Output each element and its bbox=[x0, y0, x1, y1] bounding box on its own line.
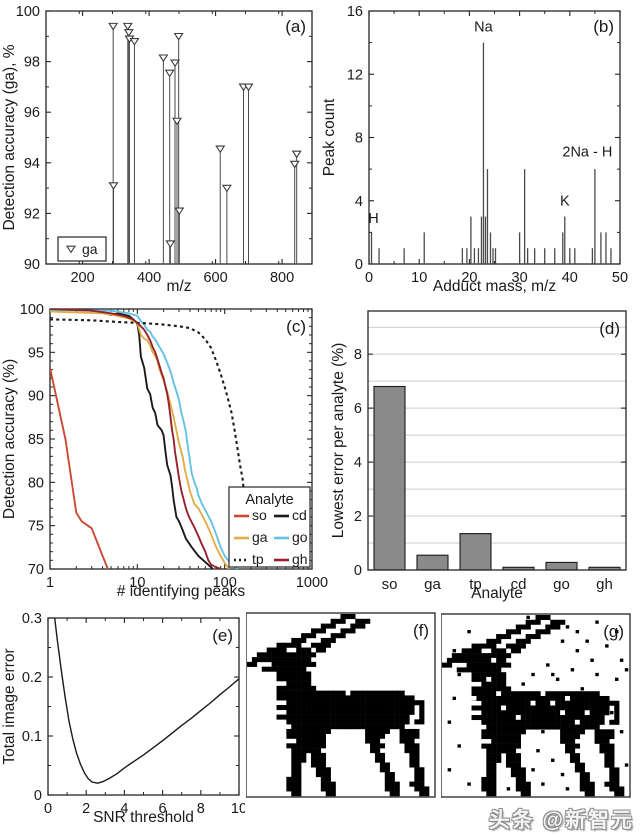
panel-snr-curve-e: 0 2 4 6 8 10 0 0.1 0.2 0.3 SNR threshold Total imag… bbox=[0, 600, 247, 837]
svg-text:8: 8 bbox=[355, 131, 363, 147]
svg-text:0: 0 bbox=[365, 270, 373, 286]
svg-text:92: 92 bbox=[24, 206, 40, 222]
svg-text:94: 94 bbox=[24, 156, 40, 172]
svg-text:95: 95 bbox=[28, 345, 44, 361]
svg-text:8: 8 bbox=[354, 347, 362, 363]
panel-bitmap-g: (g) bbox=[440, 600, 631, 837]
svg-text:(b): (b) bbox=[593, 17, 614, 36]
svg-text:20: 20 bbox=[461, 270, 477, 286]
svg-text:96: 96 bbox=[24, 105, 40, 121]
svg-text:ga: ga bbox=[252, 529, 268, 545]
panel-bar-chart-d: 0 2 4 6 8 so ga tp cd go gh Analyte Lowest error per… bbox=[330, 295, 640, 608]
svg-text:4: 4 bbox=[355, 194, 363, 210]
svg-text:Total image error: Total image error bbox=[1, 648, 18, 764]
svg-text:100: 100 bbox=[16, 4, 40, 20]
svg-text:75: 75 bbox=[28, 519, 44, 535]
svg-text:(g): (g) bbox=[603, 622, 624, 641]
svg-text:6: 6 bbox=[354, 401, 362, 417]
svg-text:gh: gh bbox=[292, 551, 308, 567]
svg-text:so: so bbox=[252, 507, 267, 523]
svg-text:go: go bbox=[292, 529, 308, 545]
svg-text:SNR threshold: SNR threshold bbox=[93, 809, 194, 826]
svg-text:6: 6 bbox=[159, 801, 167, 817]
svg-text:go: go bbox=[553, 576, 570, 593]
svg-text:(a): (a) bbox=[285, 17, 306, 36]
svg-text:0.2: 0.2 bbox=[22, 670, 42, 686]
svg-text:Na: Na bbox=[474, 20, 493, 36]
svg-text:80: 80 bbox=[28, 475, 44, 491]
svg-text:Adduct mass, m/z: Adduct mass, m/z bbox=[433, 278, 556, 295]
svg-text:1000: 1000 bbox=[296, 575, 328, 591]
svg-text:Peak count: Peak count bbox=[321, 98, 338, 176]
svg-text:800: 800 bbox=[270, 270, 294, 286]
svg-text:(f): (f) bbox=[413, 621, 429, 640]
svg-text:600: 600 bbox=[203, 270, 227, 286]
svg-text:30: 30 bbox=[512, 270, 528, 286]
svg-text:8: 8 bbox=[197, 801, 205, 817]
svg-text:1: 1 bbox=[46, 575, 54, 591]
svg-text:50: 50 bbox=[612, 270, 628, 286]
svg-text:85: 85 bbox=[28, 432, 44, 448]
svg-text:gh: gh bbox=[596, 576, 613, 593]
panel-line-plot-c: 1 10 100 1000 70 75 80 85 90 95 100 # identifying p… bbox=[0, 295, 332, 608]
svg-text:ga: ga bbox=[82, 241, 98, 257]
svg-text:tp: tp bbox=[252, 551, 264, 567]
svg-text:16: 16 bbox=[347, 4, 363, 20]
svg-text:(c): (c) bbox=[286, 317, 306, 336]
svg-text:70: 70 bbox=[28, 562, 44, 578]
svg-text:# identifying peaks: # identifying peaks bbox=[117, 583, 246, 600]
svg-text:2Na - H: 2Na - H bbox=[562, 144, 612, 160]
svg-text:so: so bbox=[382, 576, 398, 593]
svg-text:K: K bbox=[560, 193, 570, 209]
svg-text:40: 40 bbox=[562, 270, 578, 286]
watermark: 头条 @新智元 bbox=[488, 809, 634, 832]
svg-text:100: 100 bbox=[213, 575, 237, 591]
svg-text:90: 90 bbox=[24, 257, 40, 273]
svg-text:Detection accuracy (%): Detection accuracy (%) bbox=[1, 359, 18, 519]
svg-text:100: 100 bbox=[20, 302, 44, 318]
svg-text:(e): (e) bbox=[212, 626, 233, 645]
svg-text:Detection accuracy (ga), %: Detection accuracy (ga), % bbox=[1, 44, 18, 230]
svg-text:4: 4 bbox=[120, 801, 128, 817]
svg-text:200: 200 bbox=[70, 270, 94, 286]
svg-text:m/z: m/z bbox=[167, 278, 192, 295]
svg-text:0: 0 bbox=[355, 257, 363, 273]
panel-stick-spectrum-b: 0 10 20 30 40 50 0 4 8 12 16 Adduct mass, m/z Peak c… bbox=[320, 0, 640, 305]
svg-text:cd: cd bbox=[292, 507, 307, 523]
svg-text:0: 0 bbox=[34, 788, 42, 804]
svg-text:400: 400 bbox=[137, 270, 161, 286]
svg-text:Analyte: Analyte bbox=[245, 492, 293, 508]
svg-text:4: 4 bbox=[354, 455, 362, 471]
svg-text:tp: tp bbox=[469, 576, 482, 593]
svg-text:10: 10 bbox=[231, 801, 245, 817]
panel-bitmap-f: (f) bbox=[245, 600, 436, 837]
svg-text:12: 12 bbox=[347, 67, 363, 83]
svg-text:0: 0 bbox=[354, 563, 362, 579]
svg-text:98: 98 bbox=[24, 55, 40, 71]
svg-text:cd: cd bbox=[511, 576, 527, 593]
svg-text:ga: ga bbox=[424, 576, 441, 593]
svg-text:H: H bbox=[368, 211, 378, 227]
svg-text:0.1: 0.1 bbox=[22, 729, 42, 745]
svg-text:Lowest error per analyte (%): Lowest error per analyte (%) bbox=[330, 343, 347, 539]
svg-text:2: 2 bbox=[82, 801, 90, 817]
svg-text:10: 10 bbox=[411, 270, 427, 286]
panel-stem-plot-a: 200 400 600 800 90 92 94 96 98 100 m/z Detection ac… bbox=[0, 0, 320, 305]
svg-text:10: 10 bbox=[129, 575, 145, 591]
svg-text:0.3: 0.3 bbox=[22, 611, 42, 627]
svg-text:0: 0 bbox=[44, 801, 52, 817]
svg-text:2: 2 bbox=[354, 509, 362, 525]
svg-text:Analyte: Analyte bbox=[471, 585, 523, 602]
svg-text:(d): (d) bbox=[599, 319, 620, 338]
svg-text:90: 90 bbox=[28, 389, 44, 405]
